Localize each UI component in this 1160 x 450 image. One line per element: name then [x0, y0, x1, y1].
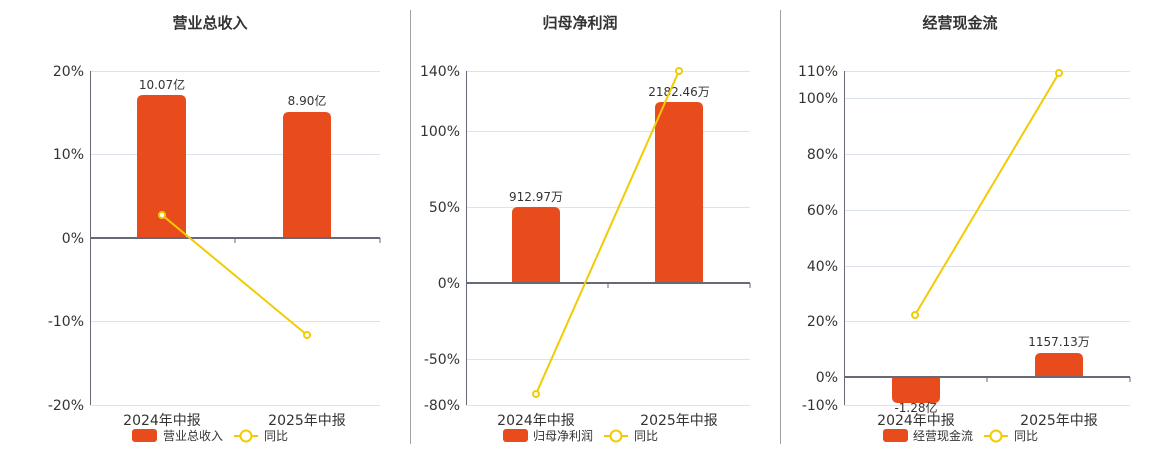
legend-bar-swatch	[883, 429, 908, 442]
bar-2024[interactable]	[512, 207, 560, 283]
svg-text:40%: 40%	[807, 259, 838, 275]
svg-text:20%: 20%	[53, 64, 84, 80]
svg-text:同比: 同比	[264, 429, 288, 443]
gridlines	[466, 71, 750, 406]
svg-text:80%: 80%	[807, 147, 838, 163]
svg-text:100%: 100%	[798, 91, 838, 107]
yoy-point[interactable]	[675, 67, 683, 75]
chart-net-profit: 归母净利润 140% 100% 50% 0% -50% -80% 912.97万…	[420, 14, 751, 443]
legend[interactable]: 归母净利润 同比	[503, 429, 658, 443]
legend-bar-swatch	[503, 429, 528, 442]
bar-label: 10.07亿	[139, 77, 185, 92]
svg-text:0%: 0%	[438, 276, 460, 292]
svg-text:50%: 50%	[429, 200, 460, 216]
svg-text:100%: 100%	[420, 124, 460, 140]
bar-label: 912.97万	[509, 190, 563, 204]
x-tick: 2024年中报	[877, 413, 955, 429]
svg-text:同比: 同比	[634, 429, 658, 443]
x-tick: 2025年中报	[640, 413, 718, 429]
svg-text:-10%: -10%	[48, 314, 84, 330]
y-axis-ticks: 140% 100% 50% 0% -50% -80%	[420, 64, 460, 414]
yoy-line	[914, 72, 1060, 316]
y-axis-ticks: 110% 100% 80% 60% 40% 20% 0% -10%	[798, 64, 838, 414]
legend[interactable]: 经营现金流 同比	[883, 428, 1038, 443]
legend-line-swatch	[609, 429, 623, 443]
svg-text:经营现金流: 经营现金流	[913, 428, 973, 443]
svg-text:归母净利润: 归母净利润	[533, 429, 593, 443]
y-axis-ticks: 20% 10% 0% -10% -20%	[48, 64, 84, 414]
bar-2024[interactable]	[892, 377, 940, 403]
legend-line-swatch	[989, 429, 1003, 443]
x-tick: 2024年中报	[123, 413, 201, 429]
yoy-point[interactable]	[911, 311, 919, 319]
yoy-point[interactable]	[532, 390, 540, 398]
gridlines	[844, 71, 1130, 406]
svg-text:60%: 60%	[807, 203, 838, 219]
chart-operating-cashflow: 经营现金流 110% 100% 80% 60% 40% 20% 0% -10% …	[798, 14, 1131, 443]
legend-bar-swatch	[132, 429, 157, 442]
legend-line-swatch	[239, 429, 253, 443]
svg-text:0%: 0%	[62, 231, 84, 247]
svg-text:-10%: -10%	[802, 398, 838, 414]
svg-text:140%: 140%	[420, 64, 460, 80]
svg-text:-20%: -20%	[48, 398, 84, 414]
bar-2025[interactable]	[283, 112, 331, 238]
bar-label: 8.90亿	[288, 93, 327, 108]
bar-2024[interactable]	[137, 95, 186, 238]
x-tick: 2025年中报	[268, 413, 346, 429]
bar-label: 1157.13万	[1028, 335, 1090, 349]
x-tick: 2024年中报	[497, 413, 575, 429]
svg-text:0%: 0%	[816, 370, 838, 386]
chart-title: 经营现金流	[922, 14, 997, 32]
bar-2025[interactable]	[655, 102, 703, 283]
svg-text:-80%: -80%	[424, 398, 460, 414]
yoy-point[interactable]	[1055, 69, 1063, 77]
svg-text:同比: 同比	[1014, 429, 1038, 443]
svg-text:10%: 10%	[53, 147, 84, 163]
chart-title: 归母净利润	[542, 14, 617, 32]
chart-title: 营业总收入	[172, 14, 247, 32]
svg-text:110%: 110%	[798, 64, 838, 80]
yoy-line	[535, 70, 680, 395]
svg-text:-50%: -50%	[424, 352, 460, 368]
yoy-point[interactable]	[158, 211, 166, 219]
x-tick: 2025年中报	[1020, 413, 1098, 429]
bar-2025[interactable]	[1035, 353, 1083, 377]
legend[interactable]: 营业总收入 同比	[132, 429, 288, 443]
bar-label: -1.28亿	[894, 400, 937, 415]
chart-revenue: 营业总收入 20% 10% 0% -10% -20% 10.07亿 8.90亿	[48, 14, 381, 443]
svg-text:营业总收入: 营业总收入	[163, 429, 223, 443]
bar-label: 2182.46万	[648, 85, 710, 99]
yoy-line	[161, 214, 308, 336]
yoy-point[interactable]	[303, 331, 311, 339]
svg-text:20%: 20%	[807, 314, 838, 330]
